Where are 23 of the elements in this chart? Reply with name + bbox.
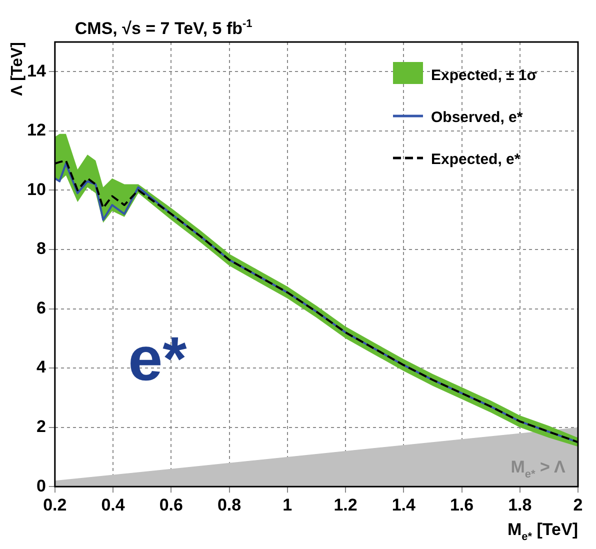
y-tick-label: 2 [36,417,46,436]
x-tick-label: 0.4 [101,495,126,514]
x-tick-label: 1.2 [334,495,358,514]
legend-label: Observed, e* [431,109,523,126]
legend-label: Expected, e* [431,151,520,168]
y-tick-label: 14 [26,61,46,80]
x-tick-label: 0.6 [159,495,183,514]
y-tick-label: 10 [26,180,46,199]
y-tick-label: 6 [36,298,46,318]
x-tick-label: 0.8 [217,495,242,514]
x-tick-label: 1.6 [450,495,474,514]
x-tick-label: 0.2 [43,495,67,514]
y-tick-label: 8 [36,239,46,258]
x-tick-label: 2 [573,495,583,514]
y-tick-label: 4 [36,358,46,377]
x-tick-label: 1.4 [392,495,416,514]
annotation: e* [128,324,188,394]
y-axis-title: Λ [TeV] [9,42,26,96]
x-tick-label: 1.8 [508,495,532,514]
y-tick-label: 0 [36,476,46,496]
y-tick-label: 12 [26,120,46,140]
legend-label: Expected, ± 1σ [431,67,538,84]
x-tick-label: 1 [282,495,292,514]
